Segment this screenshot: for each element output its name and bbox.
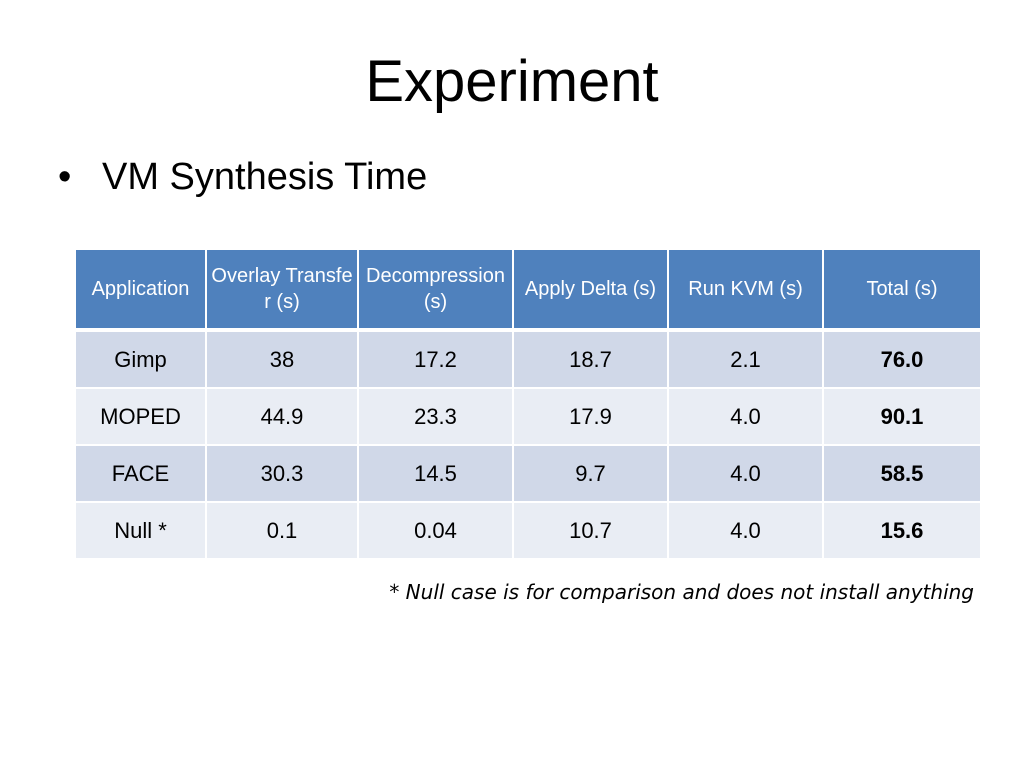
cell-total: 76.0 [824, 332, 980, 389]
table-row: Gimp 38 17.2 18.7 2.1 76.0 [76, 332, 980, 389]
cell-run-kvm: 4.0 [669, 389, 824, 446]
header-apply-delta: Apply Delta (s) [514, 250, 669, 332]
cell-application: Null * [76, 503, 207, 560]
cell-overlay-transfer: 0.1 [207, 503, 359, 560]
footnote: * Null case is for comparison and does n… [389, 580, 974, 604]
cell-apply-delta: 10.7 [514, 503, 669, 560]
cell-decompression: 0.04 [359, 503, 514, 560]
cell-total: 90.1 [824, 389, 980, 446]
cell-decompression: 17.2 [359, 332, 514, 389]
cell-run-kvm: 4.0 [669, 503, 824, 560]
header-application: Application [76, 250, 207, 332]
cell-overlay-transfer: 30.3 [207, 446, 359, 503]
table-row: MOPED 44.9 23.3 17.9 4.0 90.1 [76, 389, 980, 446]
bullet-text: VM Synthesis Time [102, 156, 428, 198]
header-run-kvm: Run KVM (s) [669, 250, 824, 332]
header-overlay-transfer: Overlay Transfer (s) [207, 250, 359, 332]
cell-apply-delta: 17.9 [514, 389, 669, 446]
cell-apply-delta: 9.7 [514, 446, 669, 503]
cell-application: MOPED [76, 389, 207, 446]
cell-application: FACE [76, 446, 207, 503]
header-total: Total (s) [824, 250, 980, 332]
synthesis-time-table: Application Overlay Transfer (s) Decompr… [76, 250, 980, 560]
cell-application: Gimp [76, 332, 207, 389]
cell-run-kvm: 2.1 [669, 332, 824, 389]
cell-apply-delta: 18.7 [514, 332, 669, 389]
cell-total: 15.6 [824, 503, 980, 560]
cell-run-kvm: 4.0 [669, 446, 824, 503]
table-row: FACE 30.3 14.5 9.7 4.0 58.5 [76, 446, 980, 503]
cell-decompression: 14.5 [359, 446, 514, 503]
bullet-item: • VM Synthesis Time [58, 152, 427, 202]
slide-title: Experiment [365, 49, 659, 114]
cell-decompression: 23.3 [359, 389, 514, 446]
cell-overlay-transfer: 38 [207, 332, 359, 389]
table-header-row: Application Overlay Transfer (s) Decompr… [76, 250, 980, 332]
header-decompression: Decompression (s) [359, 250, 514, 332]
cell-total: 58.5 [824, 446, 980, 503]
table-row: Null * 0.1 0.04 10.7 4.0 15.6 [76, 503, 980, 560]
bullet-dot-icon: • [58, 156, 72, 198]
cell-overlay-transfer: 44.9 [207, 389, 359, 446]
